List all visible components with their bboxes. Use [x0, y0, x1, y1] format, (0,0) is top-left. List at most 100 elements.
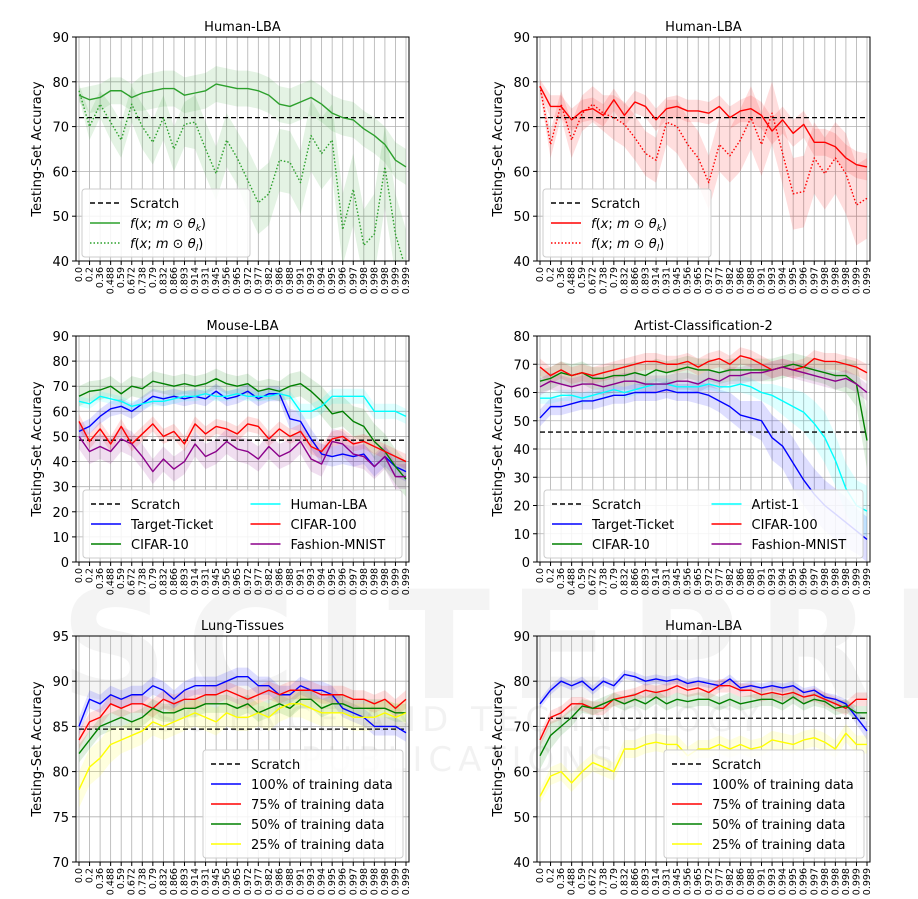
x-tick-label: 0.79 [609, 267, 620, 288]
x-tick-label: 0.672 [127, 568, 138, 595]
x-tick-label: 0.2 [85, 868, 96, 883]
x-tick-label: 0.988 [746, 267, 757, 294]
x-tick-label: 0.59 [577, 868, 588, 889]
x-tick-label: 0.972 [243, 568, 254, 595]
legend-label: Scratch [592, 498, 641, 513]
confidence-band [540, 358, 867, 401]
x-tick-label: 0.36 [95, 568, 106, 589]
y-tick-label: 60 [52, 405, 69, 420]
x-tick-label: 0.977 [714, 267, 725, 294]
x-tick-label: 0.972 [704, 868, 715, 895]
x-tick-label: 0.988 [285, 868, 296, 895]
confidence-band [540, 724, 867, 804]
y-axis-label: Testing-Set Accuracy [491, 681, 506, 818]
y-tick-label: 70 [52, 121, 69, 136]
series-line [540, 383, 868, 512]
x-tick-label: 0.866 [169, 868, 180, 895]
x-tick-label: 0.972 [704, 267, 715, 294]
x-tick-label: 0.977 [714, 868, 725, 895]
x-tick-label: 0.931 [662, 868, 673, 895]
x-tick-label: 0.997 [809, 267, 820, 294]
x-tick-label: 0.977 [253, 868, 264, 895]
y-tick-label: 60 [513, 387, 530, 402]
x-tick-label: 0.945 [211, 267, 222, 294]
y-tick-label: 40 [513, 443, 530, 458]
x-tick-label: 0.999 [851, 568, 862, 595]
x-tick-label: 0.914 [651, 267, 662, 294]
confidence-band [540, 79, 867, 246]
legend: Scratch Target-Ticket CIFAR-10 Artist-1 CIFA… [543, 489, 864, 559]
x-tick-label: 0.999 [390, 267, 401, 294]
y-axis-label: Testing-Set Accuracy [30, 381, 45, 518]
x-tick-label: 0.991 [296, 568, 307, 595]
legend: Scratch Target-Ticket CIFAR-10 Human-LBA CIF… [82, 489, 403, 559]
chart-panel-4: 0 10 20 30 40 50 60 70 80 0.0 0.2 0.36 0.488 0.59 0.67… [491, 319, 873, 595]
y-tick-label: 60 [513, 165, 530, 180]
chart-title: Lung-Tissues [201, 619, 284, 634]
x-tick-label: 0.914 [190, 868, 201, 895]
y-tick-label: 80 [52, 355, 69, 370]
legend-label: f(x; m ⊙ θl) [591, 237, 664, 254]
x-tick-label: 0.996 [338, 267, 349, 294]
x-tick-label: 0.914 [651, 568, 662, 595]
x-tick-label: 0.998 [369, 267, 380, 294]
y-tick-label: 40 [513, 856, 530, 871]
confidence-band [79, 667, 406, 742]
y-axis-label: Testing-Set Accuracy [491, 381, 506, 518]
x-tick-label: 0.2 [85, 568, 96, 583]
x-tick-label: 0.672 [127, 868, 138, 895]
series-line [539, 86, 868, 206]
legend-box [542, 188, 712, 258]
x-tick-label: 0.965 [693, 868, 704, 895]
x-tick-label: 0.999 [862, 267, 873, 294]
x-tick-label: 0.866 [630, 267, 641, 294]
x-tick-label: 0.945 [672, 267, 683, 294]
confidence-band [540, 381, 867, 562]
x-tick-label: 0.998 [820, 267, 831, 294]
axes-frame [75, 335, 410, 563]
series-line [539, 355, 868, 377]
legend-label: Scratch [591, 197, 640, 212]
y-tick-label: 20 [52, 506, 69, 521]
x-tick-label: 0.999 [390, 868, 401, 895]
x-tick-label: 0.0 [74, 568, 85, 583]
series-line [78, 393, 407, 417]
x-tick-label: 0.998 [820, 868, 831, 895]
y-tick-label: 90 [52, 31, 69, 46]
x-tick-label: 0.998 [359, 568, 370, 595]
confidence-band [540, 79, 867, 181]
x-tick-label: 0.488 [106, 267, 117, 294]
x-tick-label: 0.36 [95, 267, 106, 288]
x-tick-label: 0.0 [535, 868, 546, 883]
x-tick-label: 0.738 [137, 267, 148, 294]
x-tick-label: 0.998 [830, 568, 841, 595]
chart-panel-1: 40 50 60 70 80 90 0.0 0.2 0.36 0.488 0.59 0.672 0.73… [30, 20, 412, 294]
x-tick-label: 0.986 [274, 868, 285, 895]
x-tick-label: 0.956 [222, 267, 233, 294]
x-tick-label: 0.488 [567, 868, 578, 895]
x-tick-label: 0.832 [619, 568, 630, 595]
x-tick-label: 0.914 [190, 267, 201, 294]
x-tick-label: 0.866 [169, 568, 180, 595]
x-tick-label: 0.986 [274, 568, 285, 595]
series-line [539, 366, 868, 394]
chart-panel-5: 70 75 80 85 90 95 0.0 0.2 0.36 0.488 0.59 0.672 0.73… [30, 619, 412, 895]
x-tick-label: 0.986 [274, 267, 285, 294]
x-tick-label: 0.738 [137, 568, 148, 595]
y-tick-label: 70 [52, 380, 69, 395]
x-tick-label: 0.488 [106, 868, 117, 895]
x-tick-label: 0.893 [179, 267, 190, 294]
legend-label: f(x; m ⊙ θk) [591, 217, 667, 234]
legend-label: 25% of training data [251, 838, 384, 853]
y-tick-label: 0 [61, 556, 69, 571]
x-tick-label: 0.994 [778, 868, 789, 895]
legend-box [202, 749, 404, 859]
y-tick-label: 85 [52, 720, 69, 735]
x-tick-label: 0.945 [211, 568, 222, 595]
x-tick-label: 0.996 [338, 568, 349, 595]
series-line [539, 363, 868, 441]
x-tick-label: 0.672 [588, 868, 599, 895]
x-tick-label: 0.996 [338, 868, 349, 895]
x-tick-label: 0.59 [116, 267, 127, 288]
